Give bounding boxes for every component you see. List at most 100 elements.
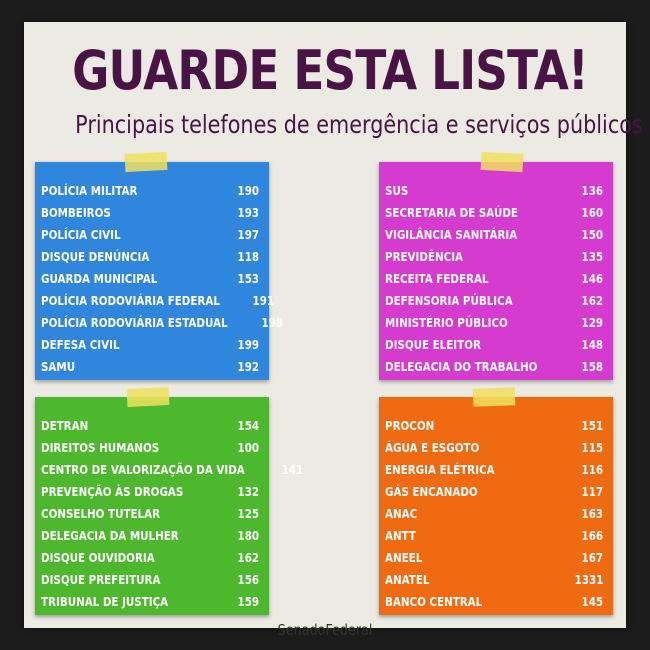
service-name: DISQUE DENÚNCIA	[41, 250, 150, 264]
card-utilities: PROCON 151 ÁGUA E ESGOTO 115 ENERGIA ELÉTRIC…	[379, 387, 613, 615]
phone-row: SAMU 192	[35, 356, 269, 378]
service-name: GÁS ENCANADO	[385, 485, 478, 499]
tape-strip	[126, 386, 170, 408]
service-name: SUS	[385, 184, 409, 198]
service-name: TRIBUNAL DE JUSTIÇA	[41, 595, 169, 609]
service-name: DISQUE PREFEITURA	[41, 573, 161, 587]
phone-row: SECRETARIA DE SAÚDE 160	[379, 202, 613, 224]
phone-row: POLÍCIA CIVIL 197	[35, 224, 269, 246]
phone-number: 145	[581, 595, 603, 609]
service-name: PREVENÇÃO ÀS DROGAS	[41, 485, 184, 499]
phone-number: 125	[237, 507, 259, 521]
tape-strip	[480, 151, 524, 173]
card-public-services: SUS 136 SECRETARIA DE SAÚDE 160 VIGILÂNCIA S…	[379, 151, 613, 380]
phone-row: GÁS ENCANADO 117	[379, 481, 613, 503]
phone-row: ANAC 163	[379, 503, 613, 525]
service-name: DEFESA CIVIL	[41, 338, 120, 352]
phone-row: TRIBUNAL DE JUSTIÇA 159	[35, 591, 269, 613]
service-name: ANAC	[385, 507, 418, 521]
phone-row: ANATEL 1331	[379, 569, 613, 591]
phone-number: 136	[581, 184, 603, 198]
phone-number: 132	[237, 485, 259, 499]
service-name: SAMU	[41, 360, 76, 374]
phone-row: VIGILÂNCIA SANITÁRIA 150	[379, 224, 613, 246]
service-name: PROCON	[385, 419, 435, 433]
service-name: BANCO CENTRAL	[385, 595, 483, 609]
phone-number: 117	[581, 485, 603, 499]
phone-row: CENTRO DE VALORIZAÇÃO DA VIDA 141	[35, 459, 303, 481]
service-name: CONSELHO TUTELAR	[41, 507, 161, 521]
service-name: DISQUE OUVIDORIA	[41, 551, 155, 565]
service-name: VIGILÂNCIA SANITÁRIA	[385, 228, 518, 242]
service-name: ÁGUA E ESGOTO	[385, 441, 480, 455]
phone-number: 192	[237, 360, 259, 374]
phone-row: DELEGACIA DO TRABALHO 158	[379, 356, 613, 378]
service-name: DISQUE ELEITOR	[385, 338, 481, 352]
page-title: GUARDE ESTA LISTA!	[72, 39, 588, 102]
phone-number: 180	[237, 529, 259, 543]
service-name: BOMBEIROS	[41, 206, 111, 220]
phone-number: 129	[581, 316, 603, 330]
phone-number: 1331	[574, 573, 603, 587]
phone-row: DETRAN 154	[35, 415, 269, 437]
service-name: POLÍCIA RODOVIÁRIA FEDERAL	[41, 294, 220, 308]
phone-row: PROCON 151	[379, 415, 613, 437]
phone-row: BANCO CENTRAL 145	[379, 591, 613, 613]
phone-row: DEFENSORIA PÚBLICA 162	[379, 290, 613, 312]
phone-number: 150	[581, 228, 603, 242]
service-name: ANEEL	[385, 551, 423, 565]
service-name: DELEGACIA DA MULHER	[41, 529, 179, 543]
phone-row: DISQUE PREFEITURA 156	[35, 569, 269, 591]
phone-number: 151	[581, 419, 603, 433]
phone-number: 163	[581, 507, 603, 521]
phone-number: 197	[237, 228, 259, 242]
service-name: ANTT	[385, 529, 416, 543]
phone-row: DISQUE ELEITOR 148	[379, 334, 613, 356]
phone-number: 199	[237, 338, 259, 352]
card-social-services: DETRAN 154 DIREITOS HUMANOS 100 CENTRO DE VA…	[35, 386, 303, 615]
phone-row: BOMBEIROS 193	[35, 202, 269, 224]
service-name: GUARDA MUNICIPAL	[41, 272, 158, 286]
phone-row: PREVENÇÃO ÀS DROGAS 132	[35, 481, 269, 503]
footer-logo-text: SenadoFederal	[277, 621, 373, 639]
phone-row: DEFESA CIVIL 199	[35, 334, 269, 356]
service-name: ENERGIA ELÉTRICA	[385, 463, 495, 477]
service-name: PREVIDÊNCIA	[385, 250, 464, 264]
phone-number: 162	[237, 551, 259, 565]
phone-number: 159	[237, 595, 259, 609]
phone-number: 146	[581, 272, 603, 286]
phone-row: POLÍCIA RODOVIÁRIA FEDERAL 191	[35, 290, 274, 312]
phone-number: 115	[581, 441, 603, 455]
phone-number: 154	[237, 419, 259, 433]
tape-strip	[472, 387, 516, 407]
poster: GUARDE ESTA LISTA! Principais telefones …	[24, 22, 643, 639]
phone-row: GUARDA MUNICIPAL 153	[35, 268, 269, 290]
phone-row: POLÍCIA MILITAR 190	[35, 180, 269, 202]
phone-number: 118	[237, 250, 259, 264]
phone-row: ANTT 166	[379, 525, 613, 547]
phone-number: 198	[261, 316, 284, 330]
phone-row: RECEITA FEDERAL 146	[379, 268, 613, 290]
phone-number: 190	[237, 184, 259, 198]
phone-row: DISQUE OUVIDORIA 162	[35, 547, 269, 569]
phone-number: 141	[281, 463, 304, 477]
phone-number: 191	[252, 294, 275, 308]
phone-row: POLÍCIA RODOVIÁRIA ESTADUAL 198	[35, 312, 283, 334]
phone-number: 156	[237, 573, 259, 587]
phone-row: MINISTÉRIO PÚBLICO 129	[379, 312, 613, 334]
card-emergency: POLÍCIA MILITAR 190 BOMBEIROS 193 POLÍCIA CI…	[35, 151, 283, 380]
phone-row: SUS 136	[379, 180, 613, 202]
phone-number: 148	[581, 338, 603, 352]
service-name: MINISTÉRIO PÚBLICO	[385, 316, 508, 330]
phone-number: 160	[581, 206, 603, 220]
phone-row: PREVIDÊNCIA 135	[379, 246, 613, 268]
service-name: DEFENSORIA PÚBLICA	[385, 294, 513, 308]
service-name: SECRETARIA DE SAÚDE	[385, 206, 518, 220]
phone-row: DISQUE DENÚNCIA 118	[35, 246, 269, 268]
phone-number: 162	[581, 294, 603, 308]
phone-row: DELEGACIA DA MULHER 180	[35, 525, 269, 547]
tape-strip	[124, 151, 168, 173]
service-name: POLÍCIA RODOVIÁRIA ESTADUAL	[41, 316, 228, 330]
service-name: POLÍCIA CIVIL	[41, 228, 121, 242]
phone-row: DIREITOS HUMANOS 100	[35, 437, 269, 459]
